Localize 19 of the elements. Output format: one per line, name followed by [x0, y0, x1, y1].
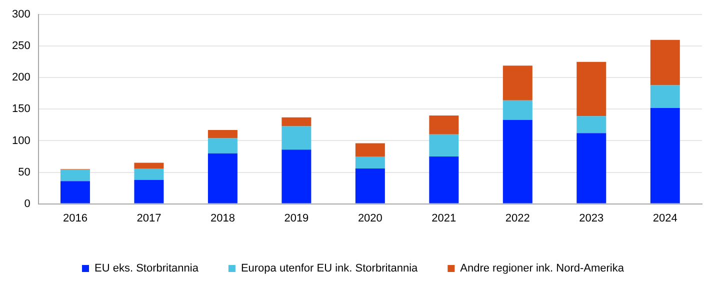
legend-label: Andre regioner ink. Nord-Amerika — [460, 262, 625, 275]
y-tick-label: 250 — [12, 40, 30, 52]
y-tick-label: 150 — [12, 103, 30, 116]
y-tick-label: 50 — [18, 166, 30, 178]
y-tick-label: 300 — [12, 8, 30, 21]
legend-label: EU eks. Storbritannia — [94, 262, 200, 275]
y-tick-label: 100 — [12, 134, 30, 147]
x-tick-label: 2016 — [62, 212, 88, 224]
x-tick-label: 2023 — [579, 212, 604, 224]
y-tick-label: 0 — [24, 198, 30, 210]
x-tick-label: 2020 — [358, 212, 382, 224]
x-tick-label: 2019 — [284, 212, 309, 224]
x-tick-label: 2021 — [432, 212, 456, 224]
x-tick-label: 2022 — [505, 212, 530, 224]
legend-label: Europa utenfor EU ink. Storbritannia — [240, 262, 419, 275]
x-tick-label: 2017 — [136, 212, 162, 224]
x-tick-label: 2024 — [652, 212, 678, 224]
x-tick-label: 2018 — [210, 212, 235, 224]
y-tick-label: 200 — [12, 72, 30, 84]
